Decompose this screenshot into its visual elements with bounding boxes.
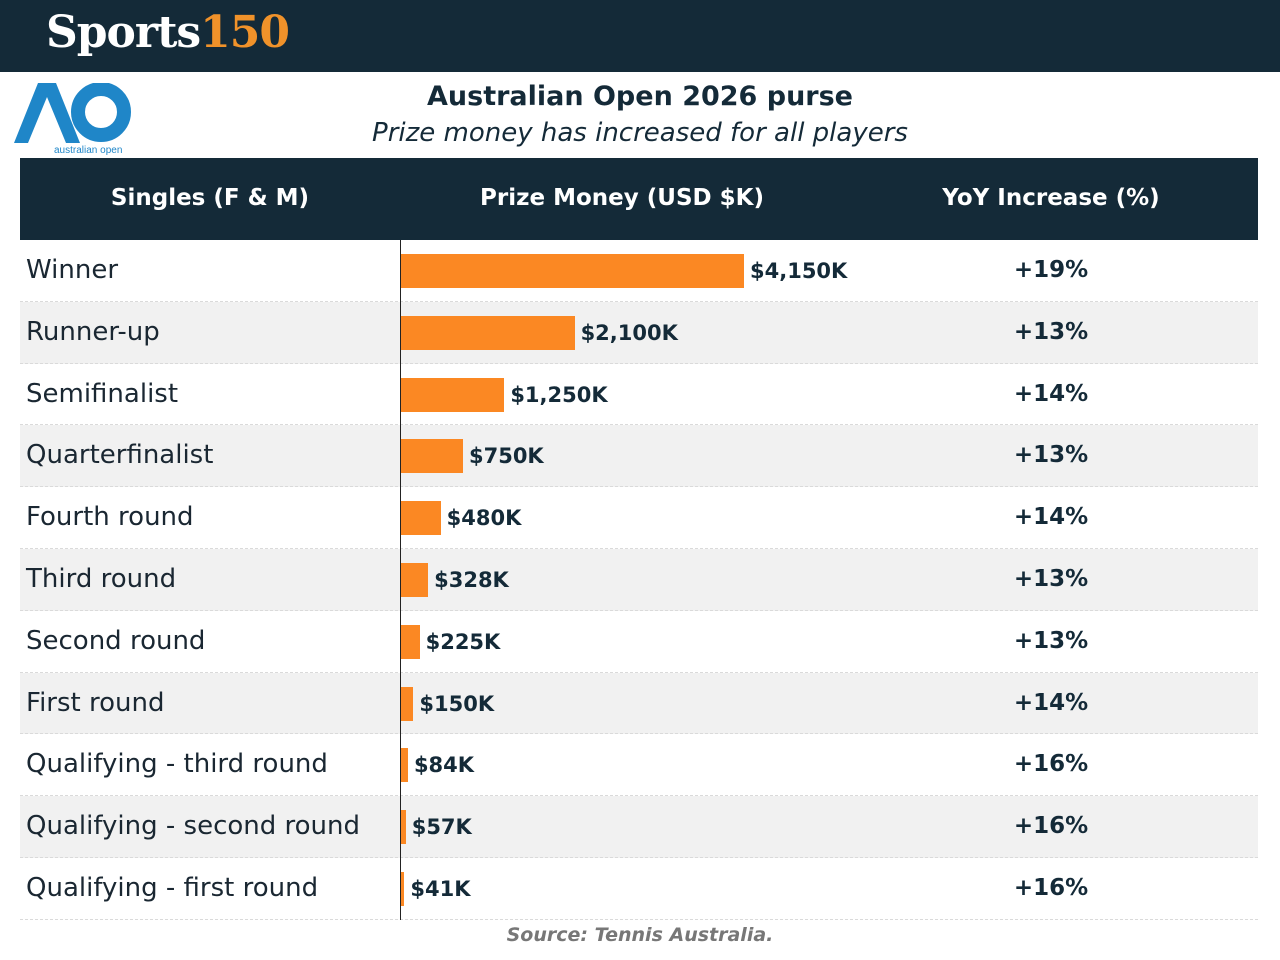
- bar-value-label: $84K: [413, 753, 475, 778]
- bar-axis-line: [400, 240, 401, 920]
- source-note: Source: Tennis Australia.: [506, 924, 774, 946]
- sports150-logo[interactable]: Sports150: [46, 6, 290, 60]
- ao-logo-text: australian open: [54, 145, 123, 156]
- category-label: Fourth round: [26, 502, 194, 533]
- category-label: Winner: [26, 255, 119, 285]
- yoy-increase-cell: +13%: [1013, 627, 1089, 654]
- yoy-increase-cell: +16%: [1013, 874, 1089, 901]
- category-label: Qualifying - second round: [26, 811, 361, 842]
- yoy-increase-cell: +14%: [1013, 504, 1089, 531]
- bar-value-label: $1,250K: [510, 382, 608, 407]
- prize-bar: [401, 748, 408, 783]
- category-label: First round: [26, 687, 165, 718]
- table-row: Second round $225K +13%: [20, 611, 1258, 673]
- table-row: Qualifying - third round $84K +16%: [20, 734, 1258, 797]
- yoy-increase-cell: +16%: [1013, 751, 1089, 778]
- prize-bar: [401, 871, 405, 906]
- table-row: Winner $4,150K +19%: [20, 240, 1258, 302]
- prize-bar: [401, 810, 406, 845]
- category-label: Qualifying - third round: [26, 749, 328, 780]
- brand-part1: Sports: [46, 7, 201, 58]
- prize-bar: [401, 377, 505, 412]
- category-label: Qualifying - first round: [26, 872, 319, 903]
- bar-value-label: $225K: [425, 629, 501, 654]
- bar-value-label: $150K: [419, 691, 495, 716]
- table-header: Singles (F & M) Prize Money (USD $K) YoY…: [20, 158, 1258, 240]
- prize-bar: [401, 315, 575, 350]
- yoy-increase-cell: +16%: [1013, 813, 1089, 840]
- table-row: Qualifying - first round $41K +16%: [20, 858, 1258, 920]
- bar-value-label: $480K: [446, 506, 522, 531]
- chart-title: Australian Open 2026 purse: [427, 81, 853, 112]
- table-row: Qualifying - second round $57K +16%: [20, 796, 1258, 858]
- chart-subtitle: Prize money has increased for all player…: [372, 118, 908, 148]
- australian-open-logo: australian open: [14, 83, 132, 157]
- column-header-singles: Singles (F & M): [110, 185, 310, 211]
- table-row: Runner-up $2,100K +13%: [20, 301, 1258, 364]
- bar-value-label: $328K: [434, 567, 509, 592]
- yoy-increase-cell: +14%: [1013, 380, 1089, 407]
- yoy-increase-cell: +13%: [1013, 318, 1089, 345]
- yoy-increase-cell: +19%: [1013, 257, 1089, 283]
- category-label: Runner-up: [26, 316, 160, 347]
- table-row: Quarterfinalist $750K +13%: [20, 425, 1258, 488]
- bar-value-label: $4,150K: [750, 259, 848, 283]
- category-label: Semifinalist: [26, 378, 179, 409]
- yoy-increase-cell: +14%: [1013, 689, 1089, 716]
- top-banner: Sports150: [0, 0, 1280, 72]
- column-header-prize-money: Prize Money (USD $K): [480, 185, 764, 211]
- prize-bar: [401, 254, 744, 288]
- category-label: Quarterfinalist: [26, 440, 214, 471]
- prize-bar: [401, 501, 441, 536]
- yoy-increase-cell: +13%: [1013, 442, 1089, 469]
- table-body: Winner $4,150K +19% Runner-up $2,100K +13% Sem…: [20, 240, 1258, 920]
- table-row: Third round $328K +13%: [20, 548, 1258, 611]
- category-label: Third round: [26, 563, 177, 594]
- bar-value-label: $2,100K: [580, 320, 678, 345]
- brand-part2: 150: [200, 7, 290, 58]
- table-row: First round $150K +14%: [20, 672, 1258, 735]
- yoy-increase-cell: +13%: [1013, 565, 1089, 592]
- table-row: Fourth round $480K +14%: [20, 487, 1258, 549]
- prize-bar: [401, 439, 463, 474]
- prize-bar: [401, 686, 414, 721]
- column-header-yoy: YoY Increase (%): [942, 185, 1160, 211]
- category-label: Second round: [26, 625, 206, 656]
- bar-value-label: $57K: [411, 815, 472, 840]
- table-row: Semifinalist $1,250K +14%: [20, 364, 1258, 426]
- bar-value-label: $750K: [468, 444, 544, 469]
- bar-value-label: $41K: [410, 876, 471, 901]
- ao-logo-mark: [14, 83, 131, 143]
- prize-bar: [401, 624, 420, 659]
- prize-bar: [401, 562, 429, 597]
